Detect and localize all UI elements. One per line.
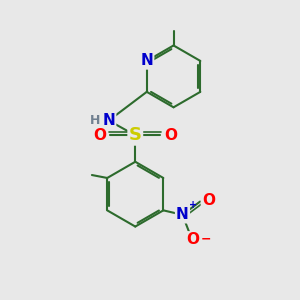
Text: N: N xyxy=(102,113,115,128)
Text: O: O xyxy=(202,193,215,208)
Text: −: − xyxy=(201,232,211,245)
Text: S: S xyxy=(129,126,142,144)
Text: O: O xyxy=(186,232,199,247)
Text: N: N xyxy=(140,53,153,68)
Text: O: O xyxy=(164,128,177,143)
Text: N: N xyxy=(176,207,189,222)
Text: +: + xyxy=(189,200,197,210)
Text: O: O xyxy=(93,128,106,143)
Text: H: H xyxy=(90,114,101,127)
